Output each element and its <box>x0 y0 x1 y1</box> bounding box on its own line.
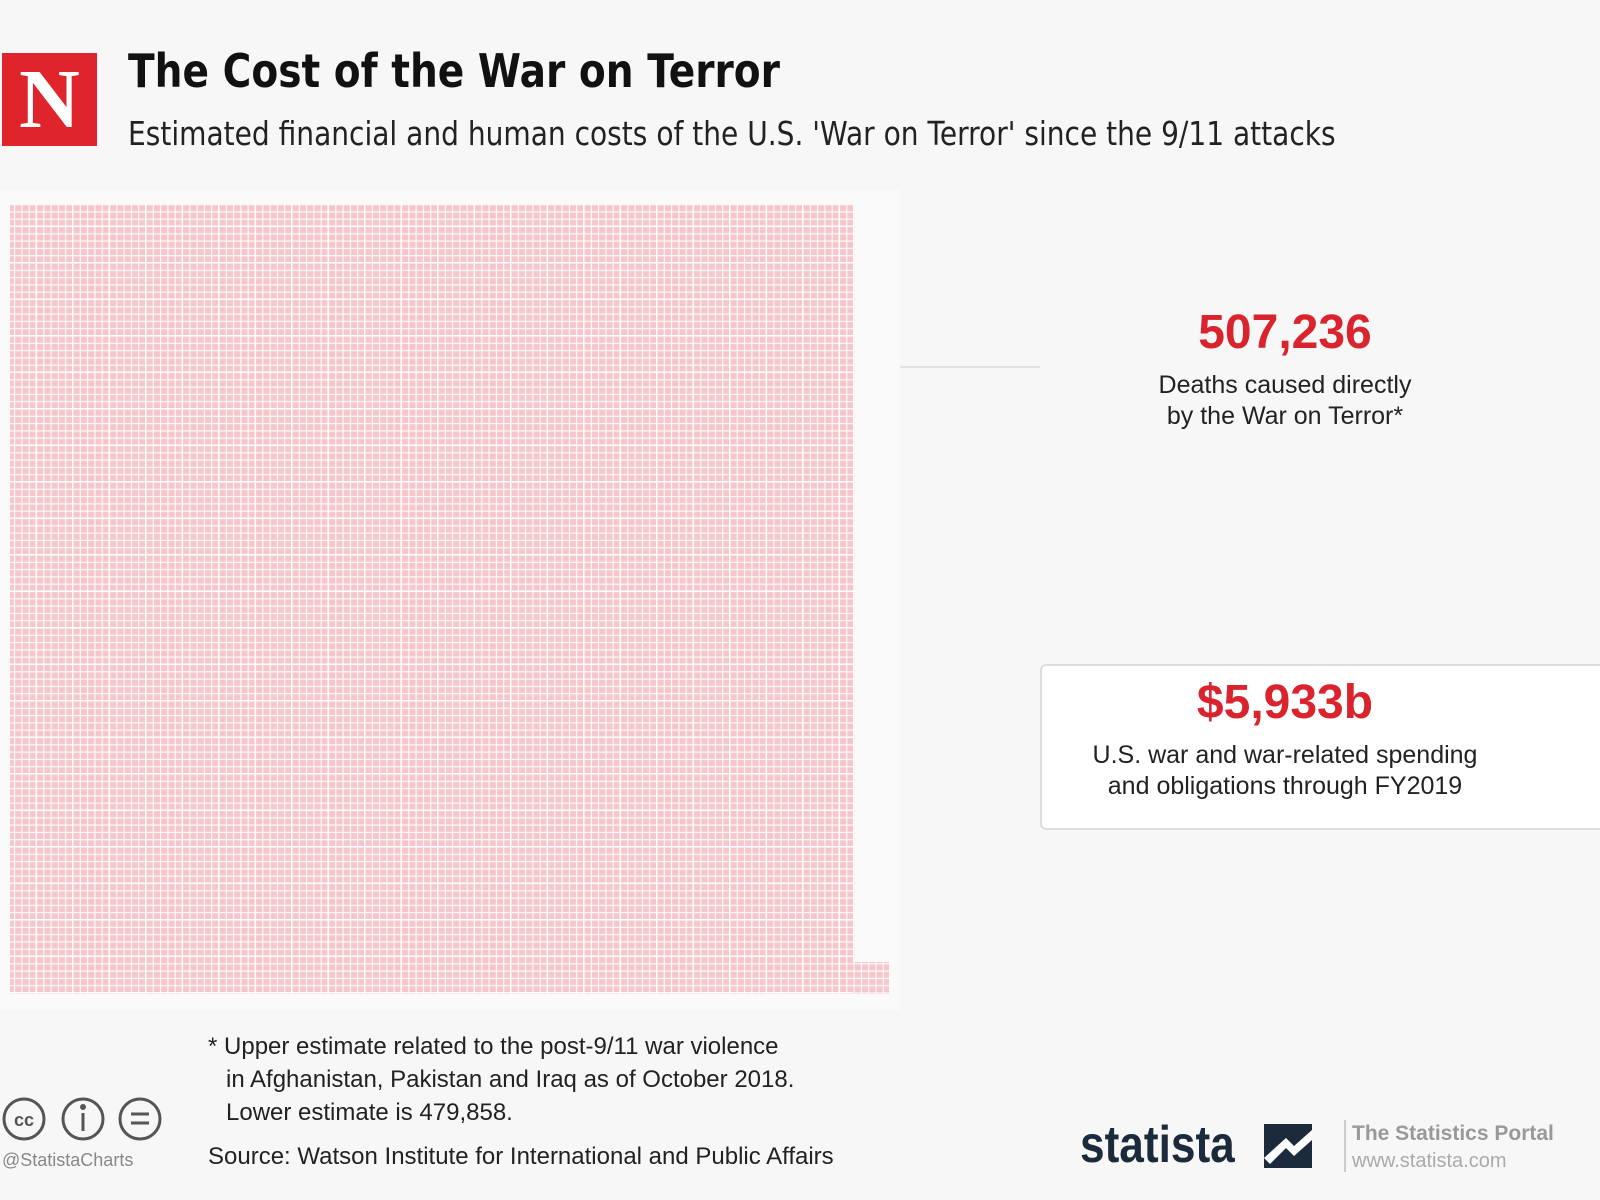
waffle-grid <box>0 190 1040 1010</box>
svg-text:cc: cc <box>14 1110 34 1130</box>
stat-value: 507,236 <box>1198 306 1372 359</box>
brand-url: www.statista.com <box>1352 1150 1507 1172</box>
stat: $5,933b U.S. war and war-related spendin… <box>1040 675 1530 802</box>
logo: N <box>2 53 97 146</box>
brand-icon <box>1264 1124 1312 1168</box>
stat-label: U.S. war and war-related spending and ob… <box>1040 740 1530 802</box>
footnote-line: in Afghanistan, Pakistan and Iraq as of … <box>226 1066 795 1093</box>
stat-label: Deaths caused directly by the War on Ter… <box>1090 370 1480 432</box>
brand-tagline: The Statistics Portal <box>1352 1122 1554 1145</box>
license-icons: cc <box>2 1097 162 1141</box>
footnote-line: * Upper estimate related to the post-9/1… <box>208 1033 779 1060</box>
stat-label-line: and obligations through FY2019 <box>1107 772 1463 800</box>
footnote-line: Lower estimate is 479,858. <box>226 1099 513 1126</box>
handle: @StatistaCharts <box>2 1150 134 1170</box>
grid-cells <box>10 204 853 994</box>
grid-cells-tail <box>853 962 889 994</box>
footnote: * Upper estimate related to the post-9/1… <box>208 1030 794 1129</box>
stat-label-line: by the War on Terror* <box>1166 402 1404 430</box>
source: Source: Watson Institute for Internation… <box>208 1143 834 1170</box>
stat-value: $5,933b <box>1196 676 1374 729</box>
brand-divider <box>1344 1120 1346 1172</box>
title: The Cost of the War on Terror <box>128 44 780 98</box>
stat-label-line: Deaths caused directly <box>1158 371 1412 399</box>
stat-box <box>1040 664 1600 830</box>
subtitle: Estimated financial and human costs of t… <box>128 114 1336 153</box>
stat-label-line: U.S. war and war-related spending <box>1092 741 1478 769</box>
stat: 507,236 Deaths caused directly by the Wa… <box>1090 305 1480 432</box>
brand-name: statista <box>1080 1116 1235 1174</box>
